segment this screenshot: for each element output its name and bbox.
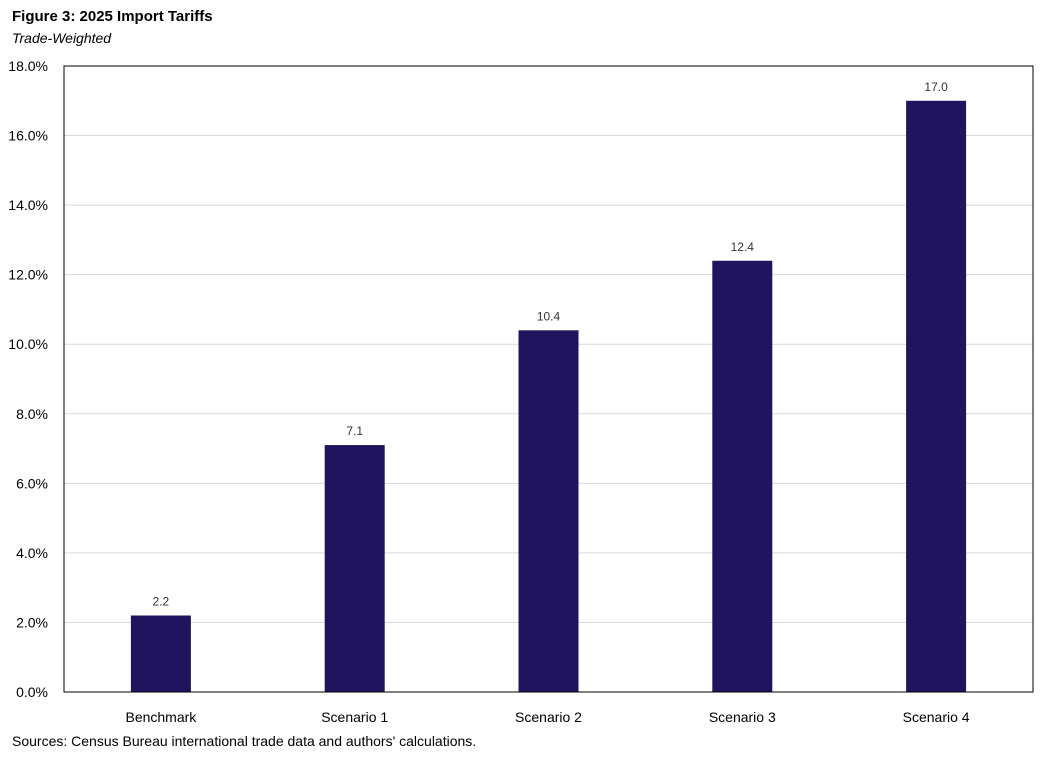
bar-data-label: 10.4 bbox=[537, 309, 561, 323]
x-tick-label: Benchmark bbox=[125, 709, 197, 725]
bar-data-label: 12.4 bbox=[731, 240, 755, 254]
x-tick-label: Scenario 4 bbox=[903, 709, 970, 725]
bars bbox=[130, 100, 967, 693]
source-note: Sources: Census Bureau international tra… bbox=[12, 733, 477, 749]
x-tick-label: Scenario 1 bbox=[321, 709, 388, 725]
y-tick-label: 4.0% bbox=[16, 545, 48, 561]
y-axis-tick-labels: 0.0% 2.0% 4.0% 6.0% 8.0% 10.0% 12.0% 14.0% 16.0%… bbox=[8, 58, 48, 700]
y-tick-label: 16.0% bbox=[8, 128, 48, 144]
chart-subtitle: Trade-Weighted bbox=[12, 30, 112, 46]
chart-title: Figure 3: 2025 Import Tariffs bbox=[12, 8, 213, 25]
gridlines bbox=[64, 135, 1033, 623]
bar bbox=[906, 100, 967, 693]
bar bbox=[324, 445, 385, 692]
y-tick-label: 0.0% bbox=[16, 684, 48, 700]
bar-data-label: 2.2 bbox=[153, 594, 170, 608]
bar bbox=[518, 330, 579, 692]
plot-area-border bbox=[63, 65, 1034, 693]
bar bbox=[712, 260, 773, 692]
bar-data-label: 17.0 bbox=[924, 80, 948, 94]
data-labels: 2.2 7.1 10.4 12.4 17.0 bbox=[153, 80, 949, 609]
x-axis-tick-labels: Benchmark Scenario 1 Scenario 2 Scenario 3 S… bbox=[125, 709, 969, 725]
y-tick-label: 6.0% bbox=[16, 475, 48, 491]
x-tick-label: Scenario 3 bbox=[709, 709, 776, 725]
y-tick-label: 18.0% bbox=[8, 58, 48, 74]
y-tick-label: 14.0% bbox=[8, 197, 48, 213]
y-tick-label: 12.0% bbox=[8, 267, 48, 283]
x-tick-label: Scenario 2 bbox=[515, 709, 582, 725]
y-tick-label: 10.0% bbox=[8, 336, 48, 352]
y-tick-label: 8.0% bbox=[16, 406, 48, 422]
y-tick-label: 2.0% bbox=[16, 614, 48, 630]
bar bbox=[130, 615, 191, 692]
bar-data-label: 7.1 bbox=[346, 424, 363, 438]
